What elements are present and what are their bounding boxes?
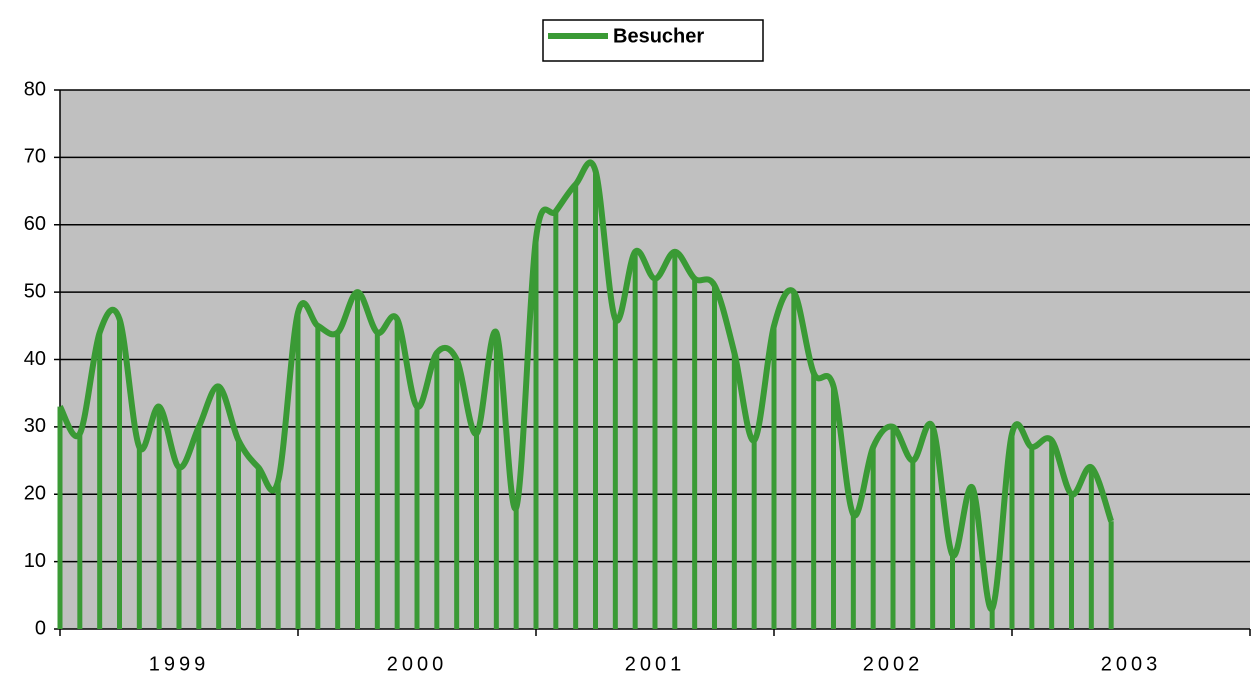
x-tick-label: 2002	[863, 653, 924, 675]
y-tick-label: 10	[24, 550, 46, 572]
legend	[542, 19, 764, 62]
y-tick-label: 40	[24, 348, 46, 370]
x-tick-label: 2001	[625, 653, 686, 675]
y-tick-label: 0	[35, 617, 46, 639]
y-tick-label: 80	[24, 78, 46, 100]
y-tick-label: 30	[24, 415, 46, 437]
y-tick-label: 50	[24, 280, 46, 302]
legend-label: Besucher	[613, 25, 704, 47]
y-tick-label: 20	[24, 483, 46, 505]
x-tick-label: 2003	[1101, 653, 1162, 675]
x-tick-label: 1999	[149, 653, 210, 675]
y-tick-label: 70	[24, 146, 46, 168]
x-tick-label: 2000	[387, 653, 448, 675]
y-tick-label: 60	[24, 213, 46, 235]
line	[57, 159, 1115, 612]
